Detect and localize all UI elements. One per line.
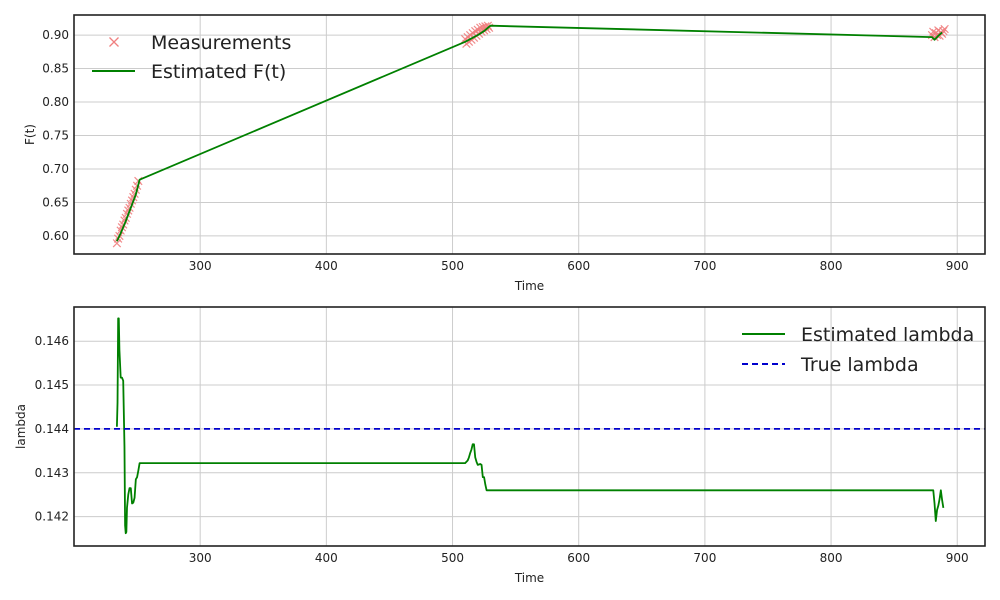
legend-label: Estimated lambda bbox=[801, 324, 974, 346]
y-axis-label: F(t) bbox=[23, 124, 37, 145]
plot-frame bbox=[73, 14, 986, 255]
y-tick-label: 0.143 bbox=[35, 466, 69, 480]
x-tick-label: 700 bbox=[693, 259, 716, 273]
y-tick-label: 0.70 bbox=[42, 162, 69, 176]
x-tick-label: 400 bbox=[315, 259, 338, 273]
x-axis-label: Time bbox=[514, 571, 544, 585]
y-tick-label: 0.75 bbox=[42, 129, 69, 143]
y-tick-label: 0.146 bbox=[35, 334, 69, 348]
series-measurements bbox=[112, 21, 949, 248]
x-tick-label: 600 bbox=[567, 259, 590, 273]
legend-label: Estimated F(t) bbox=[151, 61, 286, 83]
y-axis-label: lambda bbox=[14, 404, 28, 449]
y-tick-label: 0.80 bbox=[42, 95, 69, 109]
legend: Measurements Estimated F(t) bbox=[92, 32, 291, 83]
measurement-point bbox=[112, 239, 122, 248]
x-tick-label: 900 bbox=[946, 259, 969, 273]
x-tick-label: 500 bbox=[441, 551, 464, 565]
measurement-point bbox=[940, 24, 949, 34]
y-tick-label: 0.90 bbox=[42, 28, 69, 42]
x-axis-label: Time bbox=[514, 279, 544, 293]
y-tick-label: 0.85 bbox=[42, 62, 69, 76]
x-tick-label: 500 bbox=[441, 259, 464, 273]
measurement-point bbox=[937, 29, 947, 38]
legend-marker bbox=[109, 37, 119, 47]
legend: Estimated lambda True lambda bbox=[742, 324, 974, 376]
legend-label: True lambda bbox=[800, 354, 919, 376]
x-tick-label: 400 bbox=[315, 551, 338, 565]
measurement-point bbox=[932, 30, 942, 40]
legend-label: Measurements bbox=[151, 32, 291, 54]
x-tick-label: 300 bbox=[189, 259, 212, 273]
x-tick-label: 700 bbox=[693, 551, 716, 565]
series-estimate-line bbox=[116, 317, 945, 535]
y-tick-label: 0.145 bbox=[35, 378, 69, 392]
x-tick-label: 800 bbox=[820, 259, 843, 273]
x-tick-label: 300 bbox=[189, 551, 212, 565]
x-tick-label: 900 bbox=[946, 551, 969, 565]
chart-panel-f: 300 400 500 600 700 800 900 0.60 0.65 0.70 0.75 0.8… bbox=[23, 14, 986, 293]
y-tick-label: 0.144 bbox=[35, 422, 69, 436]
series-estimate-line bbox=[116, 24, 943, 242]
x-tick-label: 600 bbox=[567, 551, 590, 565]
y-tick-label: 0.65 bbox=[42, 195, 69, 209]
y-tick-label: 0.60 bbox=[42, 229, 69, 243]
y-tick-label: 0.142 bbox=[35, 510, 69, 524]
plot-frame bbox=[73, 306, 986, 547]
x-tick-label: 800 bbox=[820, 551, 843, 565]
chart-panel-lambda: 300 400 500 600 700 800 900 0.142 0.143 0.144 0.14… bbox=[14, 306, 986, 585]
